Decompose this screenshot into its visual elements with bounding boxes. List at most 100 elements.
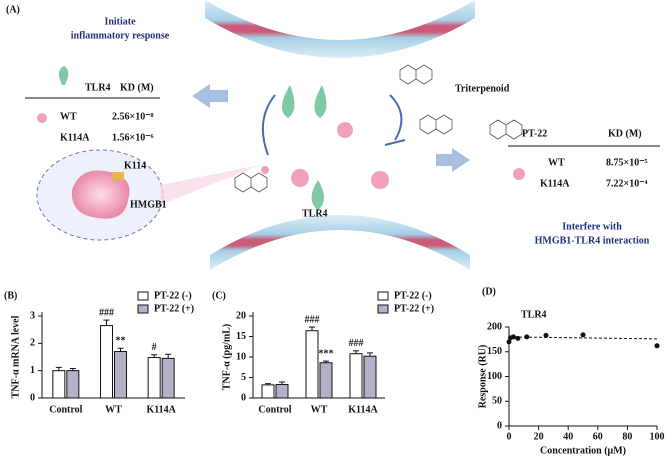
y-tick-label: 2 [30, 338, 35, 349]
membrane [210, 215, 470, 270]
molecules [234, 64, 523, 193]
point [510, 334, 516, 340]
bar [52, 370, 66, 399]
x-tick-label: WT [105, 404, 122, 415]
table-header: KD (M) [120, 82, 154, 93]
chart-title: TLR4 [521, 309, 547, 320]
y-tick-label: 200 [487, 321, 502, 332]
x-tick-label: K114A [146, 404, 176, 415]
label: Triterpenoid [455, 83, 510, 94]
bar [114, 351, 127, 399]
x-tick-label: Control [258, 404, 291, 415]
y-tick-label: 0 [497, 420, 502, 431]
table-cell: WT [60, 111, 77, 122]
bar [147, 357, 161, 399]
significance-label: ### [349, 338, 364, 349]
table-header: PT-22 [522, 128, 547, 139]
y-tick-label: 0 [241, 392, 246, 403]
bar [319, 362, 333, 399]
x-tick-label: 60 [593, 431, 603, 442]
panel-label: (C) [212, 290, 226, 301]
y-tick-label: 5 [241, 372, 246, 383]
inhibit-arrow [389, 94, 403, 141]
x-tick-label: 0 [507, 431, 512, 442]
table-cell: 1.56×10⁻⁶ [112, 132, 153, 143]
x-tick-label: 80 [622, 431, 632, 442]
hmgb1-icon [37, 113, 47, 123]
y-tick-label: 150 [487, 346, 502, 357]
panel-label: (A) [6, 4, 20, 15]
annotation: Interfere with [562, 221, 622, 232]
significance-label: # [152, 342, 157, 353]
table-cell: K114A [60, 132, 90, 143]
bar [275, 383, 289, 399]
significance-label: *** [319, 348, 334, 359]
bar [305, 330, 319, 399]
legend-swatch [137, 304, 149, 314]
y-tick-label: 3 [30, 310, 35, 321]
membrane [205, 0, 475, 58]
y-axis-label: TNF-α (pg/mL) [221, 324, 232, 390]
y-tick-label: 20 [236, 310, 246, 321]
table-header: TLR4 [85, 82, 111, 93]
arrow [436, 148, 470, 172]
legend-label: PT-22 (+) [154, 303, 194, 314]
hmgb1 [71, 170, 130, 219]
label: HMGB1 [130, 199, 167, 210]
label: TLR4 [302, 208, 328, 219]
point [506, 339, 512, 345]
bar [349, 353, 363, 399]
significance-label: ** [116, 336, 126, 347]
inhibit-bar [384, 139, 406, 146]
point [654, 343, 660, 349]
bar [66, 370, 80, 399]
legend-swatch [377, 304, 389, 314]
hmgb1 [337, 122, 353, 138]
annotation: Initiate [104, 16, 136, 27]
hmgb1 [291, 169, 309, 187]
y-axis-label: Response (RU) [477, 345, 488, 409]
zoom-cone [160, 165, 260, 205]
legend-label: PT-22 (-) [154, 290, 192, 301]
table-cell: 2.56×10⁻⁸ [112, 111, 153, 122]
table-cell: 7.22×10⁻⁴ [606, 178, 647, 189]
cycle-arrow [261, 94, 276, 156]
legend-label: PT-22 (-) [394, 290, 432, 301]
panel-label: (B) [4, 290, 17, 301]
bar [363, 355, 377, 399]
table-cell: 8.75×10⁻⁵ [606, 157, 647, 168]
point [580, 332, 586, 338]
legend-swatch [137, 291, 149, 301]
hmgb1 [371, 171, 389, 189]
x-tick-label: 20 [534, 431, 544, 442]
bar [261, 384, 275, 399]
x-tick-label: WT [311, 404, 328, 415]
hmgb1 [261, 166, 269, 174]
y-tick-label: 0 [30, 392, 35, 403]
hmgb1-icon [513, 168, 525, 180]
x-axis-label: Concentration (μM) [540, 445, 626, 456]
tlr4 [314, 85, 327, 118]
annotation: HMGB1-TLR4 interaction [535, 235, 650, 246]
arrow [192, 84, 228, 108]
tlr4 [311, 180, 324, 210]
point [524, 334, 530, 340]
legend-label: PT-22 (+) [394, 303, 434, 314]
y-tick-label: 15 [236, 331, 246, 342]
point [515, 335, 521, 341]
label: K114 [124, 160, 146, 171]
y-tick-label: 100 [487, 371, 502, 382]
annotation: inflammatory response [71, 30, 170, 41]
table-cell: WT [548, 157, 565, 168]
table-header: KD (M) [608, 128, 642, 139]
point [543, 332, 549, 338]
table-cell: K114A [540, 178, 570, 189]
legend-swatch [377, 291, 389, 301]
y-axis-label: TNF-α mRNA level [10, 315, 21, 398]
y-tick-label: 1 [30, 365, 35, 376]
y-tick-label: 50 [492, 396, 502, 407]
tlr4 [281, 85, 295, 118]
bar [161, 357, 175, 399]
significance-label: ### [99, 307, 114, 318]
